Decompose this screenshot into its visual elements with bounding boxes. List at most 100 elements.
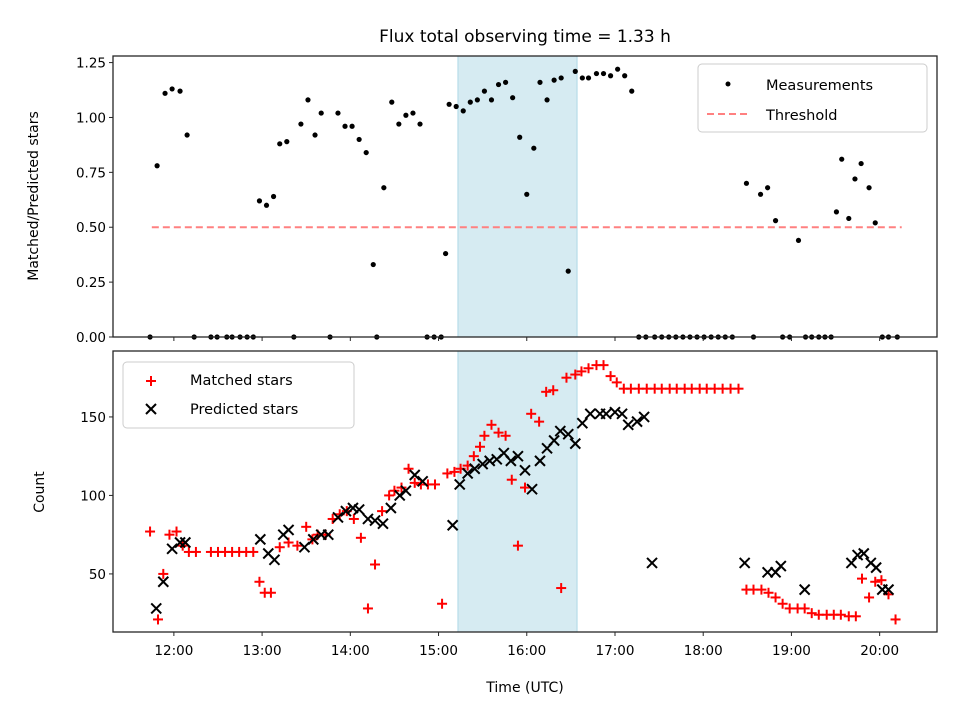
measurement-point bbox=[517, 134, 523, 140]
predicted-star-point bbox=[569, 437, 581, 450]
legend-threshold-label: Threshold bbox=[765, 108, 837, 124]
predicted-star-point bbox=[394, 489, 406, 502]
measurement-point bbox=[403, 112, 409, 118]
measurement-point bbox=[162, 90, 168, 96]
predicted-star-point bbox=[254, 533, 267, 546]
predicted-star-point bbox=[562, 428, 574, 440]
measurement-point bbox=[531, 145, 537, 151]
matched-star-point bbox=[763, 587, 774, 598]
matched-star-point bbox=[449, 466, 460, 477]
matched-star-point bbox=[475, 441, 486, 452]
highlight-span bbox=[457, 55, 578, 338]
x-tick-label: 12:00 bbox=[154, 643, 193, 659]
measurement-point bbox=[410, 110, 416, 116]
x-tick-label: 19:00 bbox=[772, 643, 811, 659]
measurement-point bbox=[593, 70, 600, 77]
matched-star-point bbox=[583, 363, 594, 374]
matched-star-point bbox=[152, 614, 163, 625]
x-tick-label: 16:00 bbox=[507, 643, 546, 659]
x-tick-label: 13:00 bbox=[243, 643, 282, 659]
measurement-point bbox=[381, 185, 387, 191]
matched-star-point bbox=[145, 526, 156, 537]
matched-star-point bbox=[611, 377, 622, 388]
predicted-star-point bbox=[519, 464, 531, 477]
measurement-point bbox=[622, 73, 628, 79]
measurement-point bbox=[335, 110, 341, 116]
measurement-point bbox=[277, 141, 283, 147]
measurement-point bbox=[417, 121, 423, 127]
legend-matched-label: Matched stars bbox=[190, 373, 293, 389]
x-axis-label: Time (UTC) bbox=[485, 680, 563, 696]
matched-star-point bbox=[576, 366, 587, 377]
measurement-point bbox=[363, 149, 369, 156]
measurement-point bbox=[502, 79, 509, 85]
bottom-y-ticks: 50 100 150 bbox=[80, 410, 113, 583]
predicted-star-point bbox=[616, 408, 628, 420]
predicted-star-point bbox=[340, 505, 352, 517]
predicted-star-point bbox=[512, 450, 524, 462]
legend-measurements-label: Measurements bbox=[766, 78, 873, 94]
matched-star-point bbox=[292, 540, 303, 551]
matched-star-point bbox=[876, 575, 887, 586]
matched-star-point bbox=[857, 573, 868, 584]
legend-measurements-marker bbox=[725, 81, 731, 87]
matched-star-point bbox=[850, 611, 861, 622]
predicted-star-point bbox=[353, 503, 365, 516]
predicted-star-point bbox=[576, 417, 589, 429]
matched-star-point bbox=[389, 485, 400, 496]
predicted-star-point bbox=[798, 583, 811, 596]
matched-star-point bbox=[870, 576, 881, 587]
matched-star-point bbox=[409, 477, 420, 488]
matched-star-point bbox=[442, 468, 453, 479]
matched-star-point bbox=[377, 506, 388, 517]
measurement-point bbox=[154, 163, 160, 169]
matched-star-point bbox=[355, 532, 366, 543]
matched-star-point bbox=[437, 598, 448, 609]
matched-star-point bbox=[370, 559, 381, 570]
predicted-star-point bbox=[322, 528, 334, 541]
predicted-star-point bbox=[882, 583, 895, 596]
x-tick-label: 18:00 bbox=[684, 643, 723, 659]
matched-star-point bbox=[362, 603, 373, 614]
measurement-point bbox=[169, 86, 175, 92]
measurement-point bbox=[474, 97, 480, 103]
measurement-point bbox=[298, 121, 304, 127]
measurement-point bbox=[467, 99, 473, 105]
matched-star-point bbox=[348, 513, 359, 524]
y-tick-label: 1.25 bbox=[76, 56, 106, 72]
matched-star-point bbox=[493, 427, 504, 438]
matched-star-point bbox=[506, 474, 517, 485]
measurement-point bbox=[537, 79, 543, 85]
measurement-point bbox=[757, 191, 764, 197]
legend-matched-marker bbox=[146, 376, 156, 386]
predicted-star-point bbox=[166, 543, 178, 555]
measurement-point bbox=[558, 75, 564, 81]
x-tick-label: 14:00 bbox=[331, 643, 370, 659]
measurement-point bbox=[585, 75, 592, 81]
matched-star-point bbox=[190, 546, 201, 557]
top-legend-box bbox=[697, 63, 928, 133]
predicted-star-point bbox=[526, 483, 538, 495]
top-y-axis-label: Matched/Predicted stars bbox=[26, 111, 42, 281]
matched-star-point bbox=[301, 521, 312, 532]
measurement-point bbox=[772, 218, 779, 224]
matched-star-point bbox=[384, 490, 395, 501]
chart-title: Flux total observing time = 1.33 h bbox=[379, 27, 671, 47]
x-tick-label: 17:00 bbox=[596, 643, 635, 659]
predicted-star-point bbox=[622, 419, 634, 431]
predicted-star-point bbox=[554, 425, 566, 437]
measurement-point bbox=[356, 136, 362, 143]
measurement-point bbox=[510, 95, 516, 101]
matched-star-point bbox=[756, 584, 767, 595]
top-y-ticks: 0.00 0.25 0.50 0.75 1.00 1.25 bbox=[76, 56, 113, 346]
top-panel: 0.00 0.25 0.50 0.75 1.00 1.25 Matched/Predict… bbox=[26, 27, 938, 346]
bottom-axes-frame bbox=[112, 350, 938, 633]
measurement-point bbox=[184, 132, 190, 138]
measurement-point bbox=[743, 180, 750, 186]
measurement-point bbox=[852, 176, 858, 182]
matched-star-point bbox=[274, 542, 285, 553]
predicted-star-point bbox=[150, 602, 162, 615]
predicted-star-point bbox=[461, 467, 474, 480]
measurement-point bbox=[846, 215, 852, 222]
y-tick-label: 0.50 bbox=[76, 220, 106, 236]
